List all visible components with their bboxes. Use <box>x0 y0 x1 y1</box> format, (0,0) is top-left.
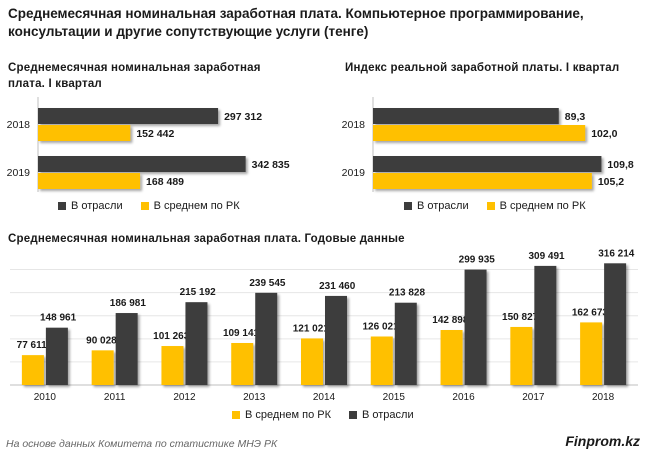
chart3-bar <box>115 313 138 385</box>
chart2-tick-label: 2018 <box>342 119 366 131</box>
chart3-data-label: 215 192 <box>180 287 217 298</box>
chart2-legend: В отрасли В среднем по РК <box>404 200 604 212</box>
chart3-bar <box>370 336 393 385</box>
chart3-bar <box>325 295 347 385</box>
chart1-bar <box>38 125 131 141</box>
chart3-bar <box>91 350 114 385</box>
chart1-tick-label: 2018 <box>7 119 31 131</box>
chart2-data-label: 89,3 <box>565 111 586 123</box>
chart2-bar <box>373 108 559 124</box>
chart3-data-label: 121 021 <box>293 323 330 334</box>
chart2-data-label: 109,8 <box>607 159 633 171</box>
chart3-bar <box>255 292 278 385</box>
chart2-title: Индекс реальной заработной платы. I квар… <box>345 62 620 74</box>
chart3-bar <box>580 322 603 385</box>
chart2-bar <box>373 156 602 172</box>
chart2-bar <box>373 173 592 189</box>
chart3-data-label: 77 611 <box>17 340 47 351</box>
chart3-tick-label: 2015 <box>383 392 406 403</box>
legend-item: В отрасли <box>58 200 123 212</box>
legend-swatch <box>404 202 412 210</box>
chart3-data-label: 109 141 <box>223 328 260 339</box>
chart3-bar <box>394 302 417 385</box>
chart3-bar <box>534 265 557 385</box>
chart1-bar <box>38 173 141 189</box>
chart3-data-label: 90 028 <box>86 335 117 346</box>
legend-label: В отрасли <box>71 200 123 212</box>
chart1-title: Среднемесячная номинальная заработная пл… <box>8 62 261 90</box>
chart2-data-label: 105,2 <box>598 176 624 188</box>
legend-label: В среднем по РК <box>245 409 331 421</box>
chart3-data-label: 231 460 <box>319 281 356 292</box>
chart3-data-label: 309 491 <box>528 251 565 262</box>
chart2-tick-label: 2019 <box>342 167 366 179</box>
chart3-tick-label: 2014 <box>313 392 336 403</box>
chart3-tick-label: 2010 <box>34 392 57 403</box>
chart3-data-label: 148 961 <box>40 313 77 324</box>
chart1-bar <box>38 108 219 124</box>
chart3-tick-label: 2018 <box>592 392 615 403</box>
chart1-bar <box>38 156 246 172</box>
chart3-bar <box>464 269 487 385</box>
chart1-legend: В отрасли В среднем по РК <box>58 200 258 212</box>
chart3-data-label: 142 898 <box>432 315 469 326</box>
legend-label: В отрасли <box>417 200 469 212</box>
chart2-bar <box>373 125 586 141</box>
legend-swatch <box>232 411 240 419</box>
source-note: На основе данных Комитета по статистике … <box>6 438 278 450</box>
chart1-data-label: 168 489 <box>146 176 184 188</box>
chart3-data-label: 150 827 <box>502 312 539 323</box>
chart3-tick-label: 2011 <box>104 392 126 403</box>
legend-label: В среднем по РК <box>499 200 586 212</box>
legend-item: В отрасли <box>404 200 469 212</box>
chart3-bar <box>161 346 184 385</box>
chart3-data-label: 186 981 <box>110 298 147 309</box>
legend-item: В среднем по РК <box>140 200 240 212</box>
chart3-tick-label: 2012 <box>173 392 196 403</box>
chart3-bar <box>45 327 68 385</box>
chart1-data-label: 342 835 <box>252 159 290 171</box>
chart3-bar <box>440 330 463 385</box>
brand-logo-text: Finprom.kz <box>565 433 640 449</box>
legend-item: В среднем по РК <box>232 409 331 421</box>
chart3-data-label: 126 021 <box>362 322 399 333</box>
chart3-data-label: 101 263 <box>153 331 190 342</box>
chart3-bar <box>21 355 44 385</box>
chart3-tick-label: 2016 <box>452 392 475 403</box>
chart3-bar <box>301 338 323 385</box>
page-title: Среднемесячная номинальная заработная пл… <box>8 6 584 39</box>
chart2-data-label: 102,0 <box>591 128 617 140</box>
chart3-tick-label: 2017 <box>522 392 545 403</box>
legend-swatch <box>140 202 149 210</box>
chart3-bar <box>231 342 254 385</box>
chart3-data-label: 299 935 <box>459 255 496 266</box>
legend-swatch <box>349 411 357 419</box>
chart3-legend: В среднем по РК В отрасли <box>232 409 432 421</box>
chart3-bar <box>510 326 533 385</box>
chart3-data-label: 316 214 <box>598 248 635 259</box>
legend-item: В отрасли <box>349 409 414 421</box>
legend-label: В среднем по РК <box>153 200 240 212</box>
chart1-data-label: 152 442 <box>136 128 174 140</box>
legend-label: В отрасли <box>362 409 414 421</box>
chart3-tick-label: 2013 <box>243 392 266 403</box>
chart3-data-label: 239 545 <box>249 278 286 289</box>
chart3-bar <box>185 302 208 385</box>
chart3-bar <box>604 263 627 385</box>
chart3-title: Среднемесячная номинальная заработная пл… <box>8 233 405 245</box>
chart1-tick-label: 2019 <box>7 167 31 179</box>
legend-swatch <box>58 202 66 210</box>
chart3-data-label: 213 828 <box>389 288 426 299</box>
chart1-data-label: 297 312 <box>224 111 262 123</box>
legend-item: В среднем по РК <box>486 200 586 212</box>
chart3-data-label: 162 673 <box>572 307 609 318</box>
legend-swatch <box>486 202 495 210</box>
